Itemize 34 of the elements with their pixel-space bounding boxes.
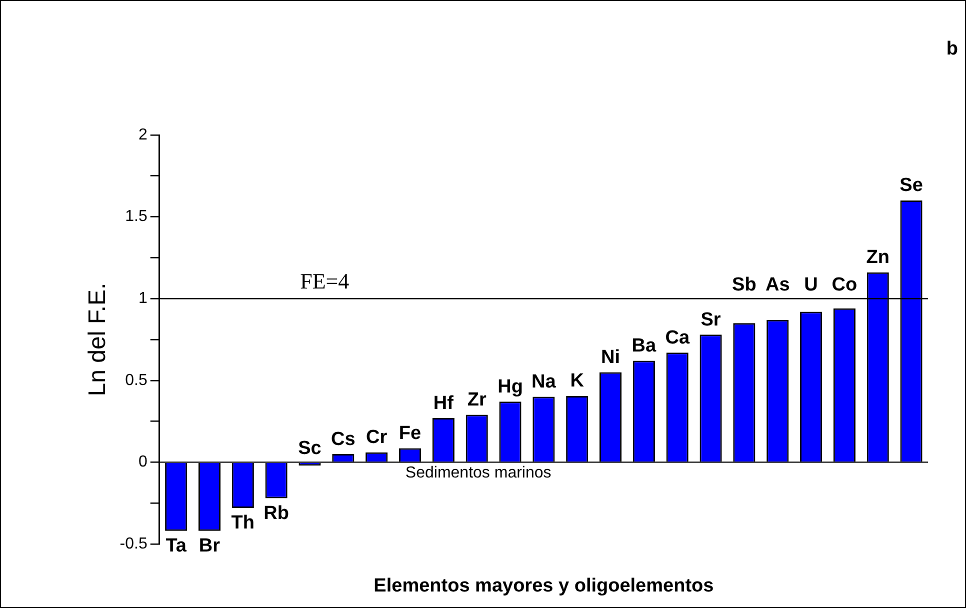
- x-tick-label: Hg: [498, 376, 523, 398]
- x-tick-label: As: [765, 274, 790, 296]
- x-tick-label: Ta: [166, 536, 187, 557]
- y-tick-label: 0.5: [125, 372, 148, 389]
- x-tick-label: Ni: [601, 346, 620, 368]
- x-tick-label: Fe: [398, 423, 422, 444]
- x-tick-label: Rb: [264, 502, 289, 524]
- y-axis-title: Ln del F.E.: [84, 282, 112, 396]
- x-tick-label: Sc: [298, 438, 322, 459]
- y-tick-label: 1: [138, 290, 148, 308]
- text: b: [946, 38, 958, 60]
- x-tick-label: Zr: [467, 389, 487, 410]
- x-tick-label: Sb: [732, 274, 756, 296]
- y-tick-label: 1.5: [125, 208, 148, 226]
- x-tick-label: Hf: [433, 392, 454, 414]
- annotation: FE=4: [300, 268, 350, 294]
- x-tick-label: Th: [231, 512, 255, 534]
- x-tick-label: Cr: [366, 427, 388, 448]
- x-tick-label: Zn: [866, 247, 890, 268]
- ref-line-label: Sedimentos marinos: [405, 464, 552, 482]
- x-tick-label: Se: [900, 175, 923, 196]
- x-tick-label: Cs: [331, 428, 356, 450]
- x-tick-label: K: [570, 370, 584, 392]
- x-tick-label: Na: [532, 371, 556, 392]
- x-tick-label: Sr: [700, 309, 722, 330]
- y-tick-label: 0: [138, 454, 148, 471]
- x-tick-label: U: [804, 274, 818, 296]
- x-tick-label: Ba: [632, 336, 657, 356]
- x-tick-label: Ca: [665, 327, 690, 348]
- x-axis-title: Elementos mayores y oligoelementos: [374, 576, 714, 597]
- y-tick-label: 2: [138, 126, 148, 144]
- y-tick-label: -0.5: [120, 535, 148, 552]
- x-tick-label: Co: [832, 274, 858, 296]
- x-tick-label: Br: [198, 536, 221, 557]
